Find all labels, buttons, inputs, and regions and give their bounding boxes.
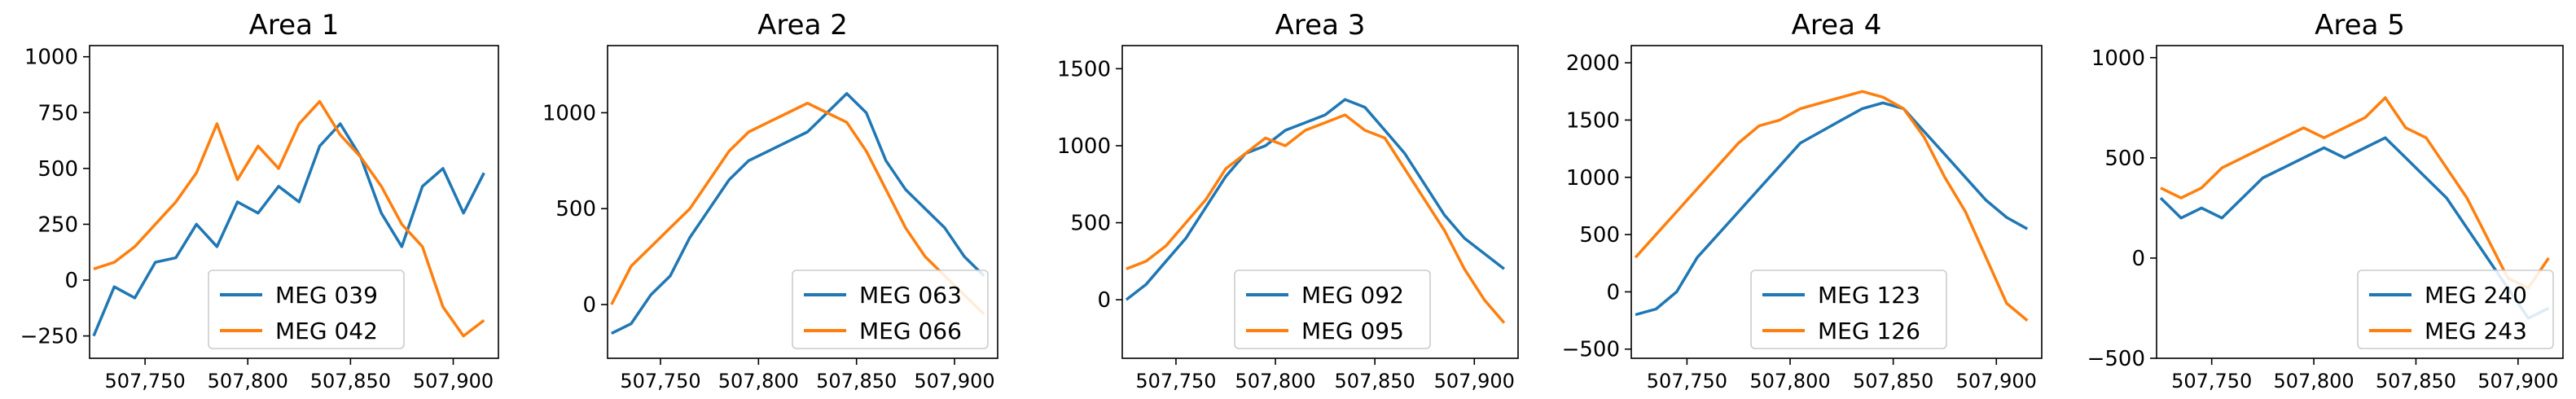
- legend: MEG 240 MEG 243: [2357, 270, 2554, 349]
- plot-frame: [89, 45, 499, 359]
- chart-title: Area 1: [249, 9, 340, 42]
- legend-label-1: MEG 063: [859, 282, 962, 309]
- y-tick-label: 500: [1070, 212, 1111, 236]
- x-tick-label: 507,800: [1749, 370, 1830, 392]
- plot-frame: [1121, 45, 1519, 359]
- x-tick-label: 507,800: [718, 370, 799, 392]
- series-line-2: [93, 99, 485, 338]
- legend-label-2: MEG 243: [2425, 318, 2527, 344]
- y-tick-label: 0: [1097, 288, 1111, 313]
- x-tick-label: 507,850: [1335, 370, 1415, 392]
- x-tick-label: 507,900: [914, 370, 994, 392]
- x-tick-label: 507,900: [413, 370, 494, 392]
- legend: MEG 092 MEG 095: [1234, 270, 1431, 349]
- legend-label-2: MEG 066: [859, 318, 962, 344]
- series-line-2: [2160, 96, 2550, 290]
- legend: MEG 039 MEG 042: [208, 270, 405, 349]
- series-line-2: [1634, 90, 2029, 322]
- y-tick-label: −500: [2087, 347, 2145, 371]
- x-tick-label: 507,800: [1235, 370, 1315, 392]
- plot-frame: [1630, 45, 2043, 359]
- y-tick-label: 1500: [1566, 108, 1620, 133]
- y-tick-label: 500: [1579, 223, 1620, 248]
- x-tick-label: 507,750: [104, 370, 185, 392]
- y-tick-label: 1000: [24, 46, 78, 70]
- series-line-2: [1126, 113, 1506, 324]
- y-tick-label: 1000: [2091, 46, 2145, 71]
- chart-title: Area 4: [1792, 9, 1882, 42]
- y-tick-label: 500: [555, 197, 596, 221]
- chart-panel-1: Area 1 −250 0 250 500 750 1000 507,750 507,800 50…: [20, 9, 499, 392]
- chart-panel-5: Area 5 −500 0 500 1000 507,750 507,800 507,850 5…: [2087, 9, 2564, 392]
- y-tick-label: −500: [1562, 338, 1620, 362]
- legend: MEG 063 MEG 066: [792, 270, 989, 349]
- series-line-1: [2159, 136, 2550, 320]
- y-tick-label: 750: [37, 101, 78, 125]
- y-tick-label: −250: [20, 325, 78, 349]
- x-tick-label: 507,900: [1434, 370, 1515, 392]
- x-tick-label: 507,900: [2477, 370, 2558, 392]
- x-tick-label: 507,750: [620, 370, 700, 392]
- y-tick-label: 2000: [1566, 51, 1620, 76]
- x-tick-label: 507,750: [1647, 370, 1727, 392]
- x-tick-label: 507,800: [208, 370, 288, 392]
- chart-panel-3: Area 3 0 500 1000 1500 507,750 507,800 507,850 5…: [1057, 9, 1519, 392]
- legend-label-1: MEG 092: [1301, 282, 1404, 309]
- x-tick-label: 507,850: [1853, 370, 1933, 392]
- x-tick-label: 507,850: [310, 370, 391, 392]
- x-tick-label: 507,850: [816, 370, 897, 392]
- y-tick-label: 1000: [1057, 134, 1111, 159]
- series-line-1: [92, 122, 485, 337]
- x-tick-label: 507,750: [1135, 370, 1216, 392]
- x-tick-label: 507,850: [2376, 370, 2456, 392]
- series-line-1: [1635, 101, 2029, 317]
- legend-label-2: MEG 095: [1301, 318, 1404, 344]
- plot-frame: [607, 45, 998, 359]
- y-tick-label: 1000: [542, 101, 596, 125]
- y-tick-label: 0: [1606, 280, 1620, 305]
- legend: MEG 123 MEG 126: [1750, 270, 1947, 349]
- y-tick-label: 500: [2104, 147, 2145, 171]
- x-tick-label: 507,900: [1956, 370, 2037, 392]
- chart-panel-4: Area 4 −500 0 500 1000 1500 2000 507,750 507,800…: [1562, 9, 2043, 392]
- chart-panel-2: Area 2 0 500 1000 507,750 507,800 507,850 507,9…: [542, 9, 998, 392]
- chart-title: Area 2: [757, 9, 848, 42]
- plot-frame: [2156, 45, 2564, 359]
- chart-title: Area 5: [2315, 9, 2405, 42]
- y-tick-label: 500: [37, 157, 78, 182]
- series-line-2: [610, 101, 985, 316]
- y-tick-label: 1000: [1566, 166, 1620, 191]
- x-tick-label: 507,750: [2171, 370, 2252, 392]
- legend-label-1: MEG 240: [2425, 282, 2527, 309]
- y-tick-label: 0: [2131, 247, 2145, 271]
- series-line-1: [1125, 98, 1505, 301]
- y-tick-label: 0: [64, 269, 78, 293]
- legend-label-2: MEG 126: [1818, 318, 1920, 344]
- legend-label-1: MEG 039: [275, 282, 378, 309]
- y-tick-label: 250: [37, 213, 78, 237]
- chart-title: Area 3: [1275, 9, 1366, 42]
- y-tick-label: 1500: [1057, 57, 1111, 81]
- y-tick-label: 0: [582, 293, 596, 318]
- series-line-1: [611, 92, 985, 335]
- legend-label-2: MEG 042: [275, 318, 378, 344]
- legend-label-1: MEG 123: [1818, 282, 1920, 309]
- x-tick-label: 507,800: [2273, 370, 2354, 392]
